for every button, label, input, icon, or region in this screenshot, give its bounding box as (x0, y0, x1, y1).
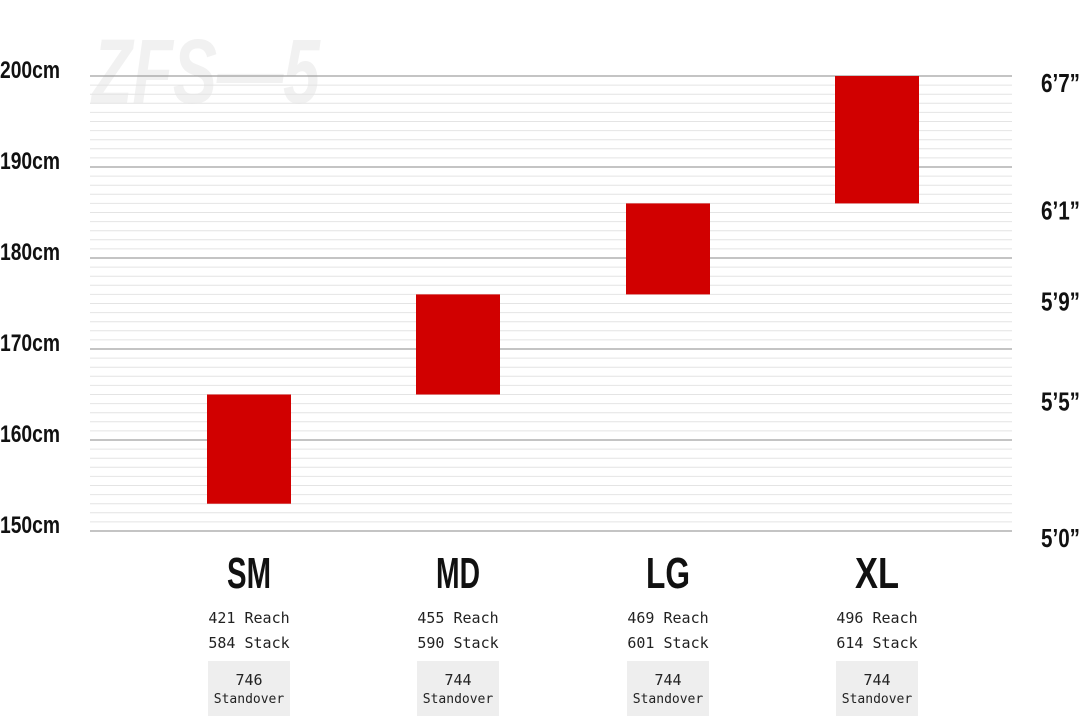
y-tick-label-right: 5’9” (1041, 286, 1080, 316)
standover-box (208, 661, 290, 716)
standover-label: Standover (842, 692, 913, 707)
y-tick-label-right: 6’7” (1041, 68, 1080, 98)
standover-label: Standover (423, 692, 494, 707)
stack-value: 584 Stack (208, 634, 289, 652)
left-axis: 200cm 190cm 180cm 170cm 160cm 150cm (0, 57, 60, 539)
standover-value: 744 (654, 671, 681, 689)
y-tick-label-left: 160cm (0, 421, 60, 448)
reach-value: 455 Reach (417, 609, 498, 627)
reach-value: 469 Reach (627, 609, 708, 627)
standover-value: 746 (235, 671, 262, 689)
range-bars (207, 76, 919, 504)
standover-box (417, 661, 499, 716)
range-bar-lg (626, 203, 710, 295)
standover-label: Standover (214, 692, 285, 707)
size-specs: SM 421 Reach 584 Stack 746 Standover MD 455 Re… (208, 549, 918, 716)
y-tick-label-left: 170cm (0, 330, 60, 357)
watermark: ZFS—5 (90, 21, 321, 123)
stack-value: 614 Stack (836, 634, 917, 652)
standover-value: 744 (444, 671, 471, 689)
size-label-xl: XL (855, 549, 899, 598)
standover-box (627, 661, 709, 716)
y-tick-label-left: 180cm (0, 239, 60, 266)
range-bar-md (416, 294, 500, 395)
y-tick-label-right: 6’1” (1041, 195, 1080, 225)
stack-value: 601 Stack (627, 634, 708, 652)
range-bar-sm (207, 394, 291, 504)
standover-box (836, 661, 918, 716)
reach-value: 421 Reach (208, 609, 289, 627)
standover-value: 744 (863, 671, 890, 689)
size-label-md: MD (436, 549, 480, 598)
y-tick-label-right: 5’5” (1041, 387, 1080, 417)
y-tick-label-left: 200cm (0, 57, 60, 84)
y-tick-label-right: 5’0” (1041, 523, 1080, 553)
stack-value: 590 Stack (417, 634, 498, 652)
right-axis: 6’7” 6’1” 5’9” 5’5” 5’0” (1041, 68, 1080, 553)
reach-value: 496 Reach (836, 609, 917, 627)
size-label-sm: SM (227, 549, 271, 598)
range-bar-xl (835, 76, 919, 204)
size-label-lg: LG (646, 549, 690, 598)
standover-label: Standover (633, 692, 704, 707)
y-tick-label-left: 150cm (0, 512, 60, 539)
y-tick-label-left: 190cm (0, 148, 60, 175)
